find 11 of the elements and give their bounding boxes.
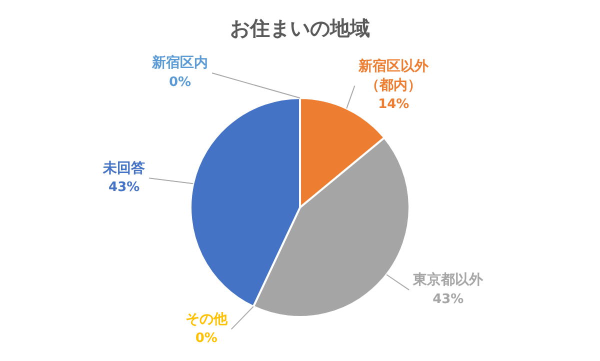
data-label: 43% <box>432 292 464 307</box>
slice-label: 東京都以外 <box>412 271 484 288</box>
data-label: 43% <box>108 180 140 196</box>
legend-label: その他 <box>185 311 228 328</box>
category-label: 新宿区内 <box>152 55 208 72</box>
text: 0% <box>195 331 218 346</box>
data-label: 14% <box>378 97 410 112</box>
slice-label: 未回答 <box>102 160 146 176</box>
slice-label: 新宿区以外（都内） <box>358 57 430 94</box>
chart-title: お住まいの地域 <box>230 16 370 40</box>
text: 0% <box>168 74 192 90</box>
